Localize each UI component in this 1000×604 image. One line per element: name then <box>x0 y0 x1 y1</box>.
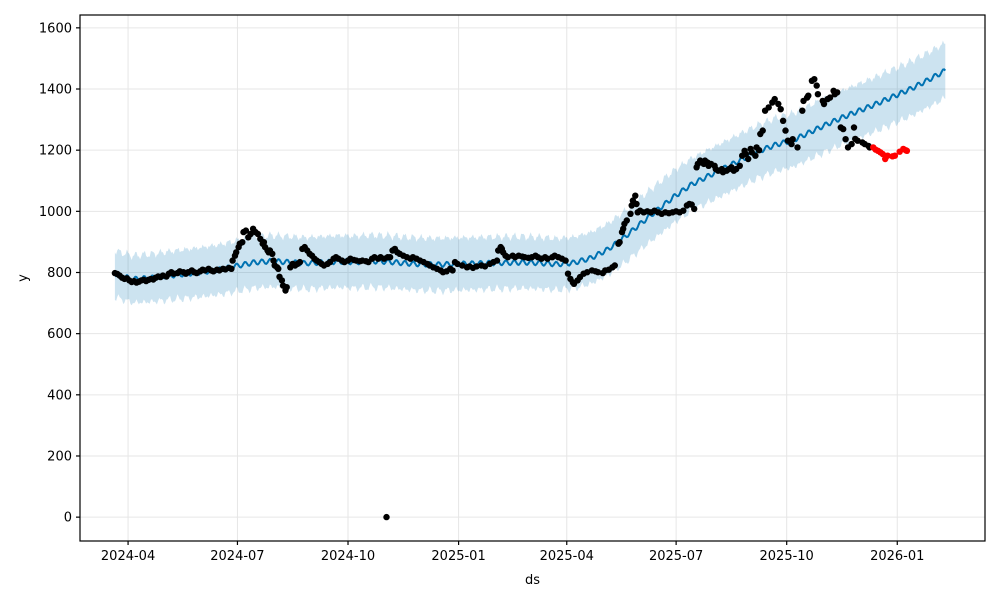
forecast-line <box>114 68 947 283</box>
actual-history-point <box>269 250 276 257</box>
actual-history-point <box>254 230 262 238</box>
actual-history-point <box>449 267 456 274</box>
y-tick-label: 400 <box>47 388 72 403</box>
actual-history-point <box>775 100 782 108</box>
actual-history-point <box>459 262 466 269</box>
actual-history-point <box>799 107 806 114</box>
y-tick-label: 1200 <box>39 144 72 159</box>
actual-history-point <box>584 269 591 276</box>
actual-history-point <box>594 269 602 276</box>
actual-history-point <box>454 260 461 268</box>
actual-history-point <box>242 227 250 234</box>
actual-history-point <box>826 94 834 101</box>
y-tick-label: 200 <box>47 449 72 464</box>
x-tick-label: 2025-10 <box>760 549 814 564</box>
actual-history-point <box>811 76 818 83</box>
actual-history-point <box>260 239 268 246</box>
actual-history-point <box>481 263 489 270</box>
actual-history-point <box>233 249 240 256</box>
actual-history-point <box>620 225 627 232</box>
uncertainty-band-polygon <box>114 40 946 306</box>
actual-history-point <box>680 207 687 214</box>
actual-history-point <box>765 104 772 111</box>
actual-history-point <box>628 202 635 209</box>
actual-history-point <box>755 147 763 154</box>
actual-history-point <box>779 117 787 125</box>
actual-history-point <box>850 124 858 131</box>
actual-history-point <box>813 82 820 89</box>
actual-history-point <box>504 254 512 261</box>
y-tick-label: 1000 <box>39 205 72 220</box>
actual-history-point <box>296 258 304 266</box>
actual-history-point <box>742 150 749 158</box>
actual-history-point <box>278 277 286 284</box>
actual-history-point <box>473 263 480 270</box>
y-tick-label: 800 <box>47 266 72 281</box>
x-tick-label: 2026-01 <box>870 549 924 564</box>
y-tick-label: 1400 <box>39 83 72 98</box>
actual-history-point <box>848 140 855 148</box>
actual-history-point <box>834 89 841 96</box>
actual-history-point <box>270 257 277 264</box>
future-actual-point <box>884 152 891 159</box>
actual-history-point <box>691 205 698 213</box>
actual-history-point <box>788 140 795 148</box>
actual-history-point <box>814 91 822 98</box>
actual-history-point <box>840 125 847 133</box>
x-axis-title: ds <box>525 573 540 588</box>
actual-history-point <box>283 284 290 291</box>
x-tick-label: 2024-04 <box>101 549 155 564</box>
actual-history-point <box>383 513 390 521</box>
actual-history-point <box>386 254 394 261</box>
y-tick-label: 1600 <box>39 21 72 36</box>
actual-history-point <box>632 192 639 199</box>
grid-layer <box>80 15 985 541</box>
actual-history-point <box>759 127 766 134</box>
actual-history-point <box>623 217 630 224</box>
y-tick-label: 0 <box>64 511 72 526</box>
y-axis-title: y <box>16 274 31 282</box>
actual-history-point <box>782 127 789 134</box>
actual-history-point <box>820 100 828 108</box>
future-actual-points <box>870 144 911 163</box>
actual-history-point <box>229 257 236 264</box>
actual-history-point <box>493 257 501 264</box>
actual-history-point <box>745 155 752 163</box>
actual-history-point <box>854 137 861 144</box>
actual-history-point <box>633 200 640 208</box>
actual-history-point <box>771 95 778 103</box>
y-tick-label: 600 <box>47 327 72 342</box>
actual-history-point <box>239 239 246 246</box>
actual-history-point <box>627 210 634 217</box>
actual-history-point <box>564 270 572 277</box>
actual-history-point <box>777 106 784 113</box>
future-actual-point <box>891 152 899 159</box>
x-tick-label: 2024-10 <box>321 549 375 564</box>
x-tick-label: 2025-07 <box>649 549 703 564</box>
actual-history-point <box>789 136 796 143</box>
actual-history-point <box>616 239 623 246</box>
actual-points <box>111 76 873 521</box>
axes: 0 200 400 600 800 1000 1200 1400 1600 2024-04 2024… <box>39 14 986 564</box>
actual-history-point <box>842 136 849 143</box>
actual-history-point <box>247 230 254 238</box>
actual-history-point <box>752 152 759 159</box>
actual-history-point <box>805 92 812 99</box>
plot-border <box>79 14 986 542</box>
x-tick-label: 2024-07 <box>210 549 264 564</box>
uncertainty-band <box>114 40 946 306</box>
future-actual-point <box>903 147 911 154</box>
actual-history-point <box>562 257 569 264</box>
yhat-line <box>114 68 947 283</box>
actual-history-point <box>228 265 235 272</box>
actual-history-point <box>611 262 618 269</box>
x-tick-label: 2025-01 <box>431 549 485 564</box>
actual-history-point <box>736 162 743 169</box>
actual-history-point <box>275 265 282 272</box>
x-tick-label: 2025-04 <box>540 549 594 564</box>
actual-history-point <box>544 255 551 262</box>
actual-history-point <box>794 144 801 151</box>
